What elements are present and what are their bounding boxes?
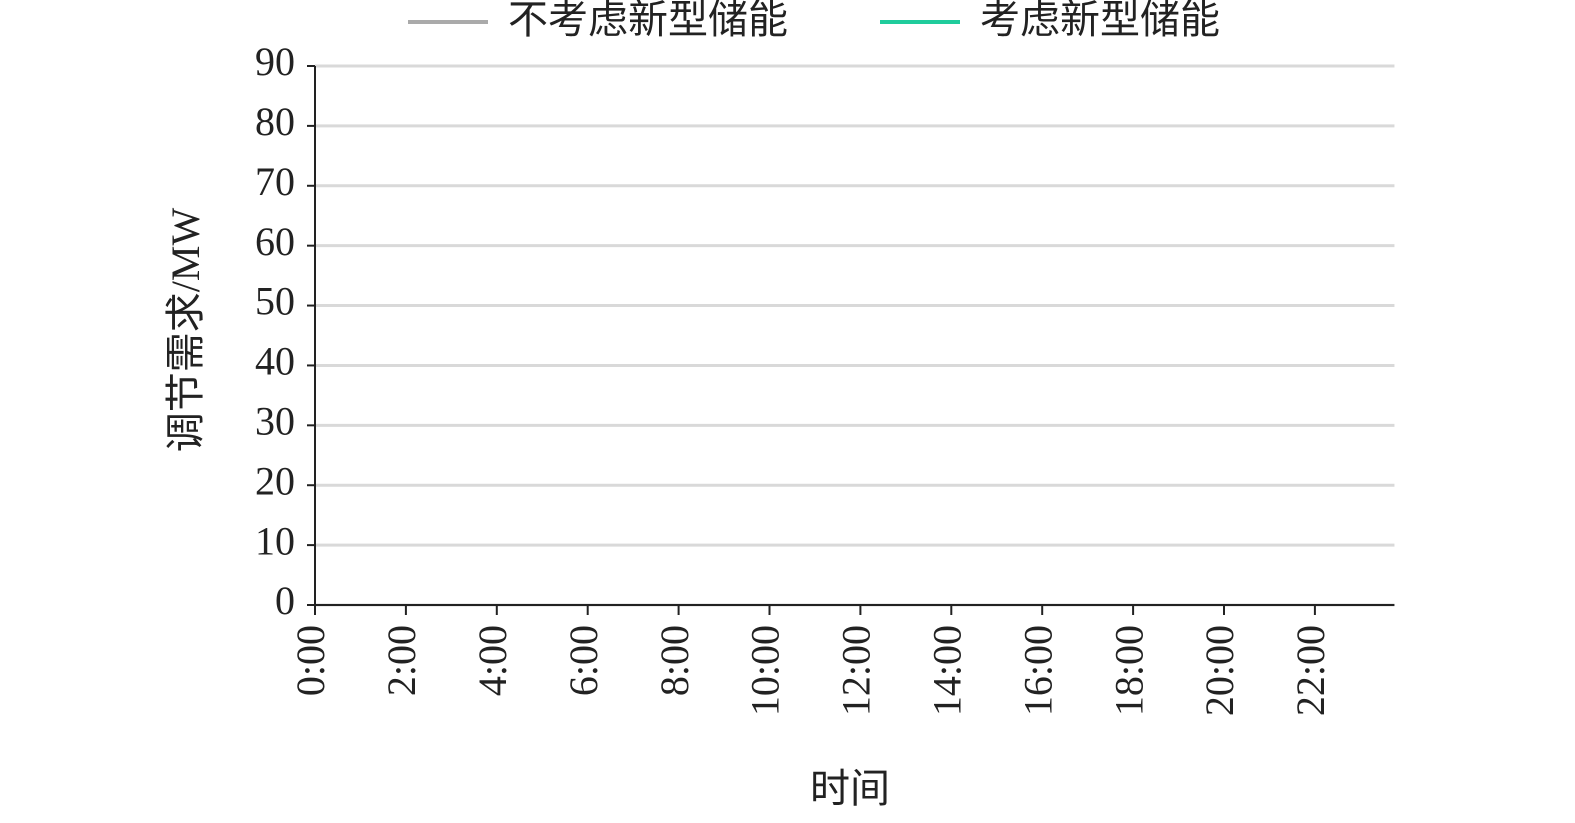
x-tick-label: 6:00 (561, 625, 606, 696)
x-tick-label: 22:00 (1288, 625, 1333, 716)
x-tick-label: 18:00 (1106, 625, 1151, 716)
x-tick-label: 16:00 (1015, 625, 1060, 716)
x-tick-label: 4:00 (470, 625, 515, 696)
legend-label: 不考虑新型储能 (508, 0, 788, 42)
x-axis-label: 时间 (810, 766, 890, 811)
y-tick-label: 80 (255, 99, 295, 144)
y-tick-label: 50 (255, 279, 295, 324)
y-tick-label: 60 (255, 219, 295, 264)
y-tick-label: 10 (255, 518, 295, 563)
x-tick-label: 12:00 (834, 625, 879, 716)
y-axis-label: 调节需求/MW (163, 208, 208, 453)
y-tick-label: 30 (255, 399, 295, 444)
x-tick-label: 2:00 (379, 625, 424, 696)
x-tick-label: 10:00 (743, 625, 788, 716)
y-tick-label: 70 (255, 159, 295, 204)
x-tick-label: 20:00 (1197, 625, 1242, 716)
x-tick-label: 8:00 (652, 625, 697, 696)
y-tick-label: 20 (255, 458, 295, 503)
y-tick-label: 40 (255, 339, 295, 384)
y-tick-label: 90 (255, 39, 295, 84)
x-tick-label: 0:00 (288, 625, 333, 696)
y-tick-label: 0 (275, 578, 295, 623)
x-tick-label: 14:00 (924, 625, 969, 716)
legend-label: 考虑新型储能 (980, 0, 1220, 42)
